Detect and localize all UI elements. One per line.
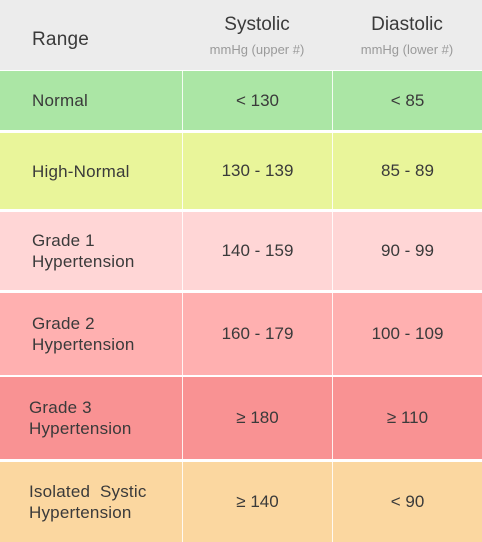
range-label: Normal <box>32 91 88 110</box>
range-label-line2: Hypertension <box>32 252 135 271</box>
table-row: Normal < 130 < 85 <box>0 71 482 130</box>
diastolic-cell: < 90 <box>332 462 482 542</box>
header-systolic-label: Systolic <box>224 13 290 35</box>
header-diastolic: Diastolic mmHg (lower #) <box>332 0 482 70</box>
range-cell: High-Normal <box>0 133 182 209</box>
table-row: Grade 2 Hypertension 160 - 179 100 - 109 <box>0 293 482 375</box>
range-label-line1: Grade 3 <box>29 398 92 417</box>
table-row: Isolated Systic Hypertension ≥ 140 < 90 <box>0 462 482 542</box>
header-systolic: Systolic mmHg (upper #) <box>182 0 332 70</box>
range-label-line1: Grade 1 <box>32 231 95 250</box>
diastolic-cell: < 85 <box>332 71 482 130</box>
header-range: Range <box>32 28 89 50</box>
systolic-cell: 160 - 179 <box>182 293 332 375</box>
systolic-cell: 140 - 159 <box>182 212 332 290</box>
range-cell: Normal <box>0 71 182 130</box>
range-cell: Grade 3 Hypertension <box>0 377 182 459</box>
table-row: High-Normal 130 - 139 85 - 89 <box>0 133 482 209</box>
header-diastolic-unit: mmHg (lower #) <box>360 41 454 57</box>
header-diastolic-label: Diastolic <box>371 13 443 35</box>
range-cell: Grade 2 Hypertension <box>0 293 182 375</box>
diastolic-cell: 85 - 89 <box>332 133 482 209</box>
table-header: Range Systolic mmHg (upper #) Diastolic … <box>0 0 482 70</box>
range-label-line1: Isolated Systic <box>29 482 147 501</box>
systolic-cell: < 130 <box>182 71 332 130</box>
range-cell: Grade 1 Hypertension <box>0 212 182 290</box>
systolic-cell: 130 - 139 <box>182 133 332 209</box>
diastolic-cell: 100 - 109 <box>332 293 482 375</box>
diastolic-cell: ≥ 110 <box>332 377 482 459</box>
range-cell: Isolated Systic Hypertension <box>0 462 182 542</box>
range-label-line2: Hypertension <box>29 419 132 438</box>
table-row: Grade 1 Hypertension 140 - 159 90 - 99 <box>0 212 482 290</box>
systolic-cell: ≥ 140 <box>182 462 332 542</box>
diastolic-cell: 90 - 99 <box>332 212 482 290</box>
range-label-line1: Grade 2 <box>32 314 95 333</box>
header-systolic-unit: mmHg (upper #) <box>209 41 305 57</box>
table-row: Grade 3 Hypertension ≥ 180 ≥ 110 <box>0 377 482 459</box>
range-label: High-Normal <box>32 161 130 181</box>
systolic-cell: ≥ 180 <box>182 377 332 459</box>
range-label-line2: Hypertension <box>32 335 135 354</box>
range-label-line2: Hypertension <box>29 503 132 522</box>
